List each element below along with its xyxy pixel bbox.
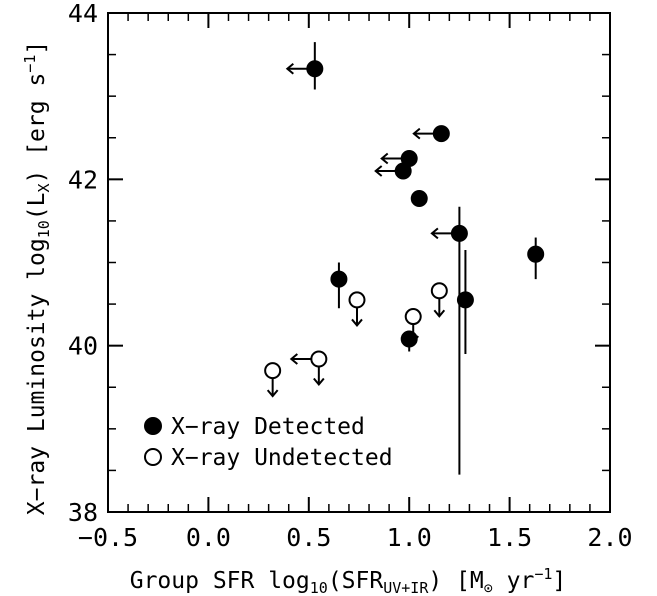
filled-marker — [330, 270, 348, 288]
detected-point — [410, 189, 428, 207]
y-tick-label: 38 — [68, 498, 98, 527]
open-marker — [430, 282, 448, 300]
open-marker — [264, 362, 282, 380]
y-axis-label: X−ray Luminosity log10(LX) [erg s−1] — [21, 41, 53, 515]
filled-marker — [394, 162, 412, 180]
upper-limit-arrow — [266, 389, 279, 398]
y-tick-label: 44 — [68, 0, 98, 28]
detected-point — [374, 162, 412, 180]
upper-limit-arrow — [407, 335, 419, 344]
legend-marker — [144, 448, 162, 466]
detected-point — [527, 237, 545, 280]
y-tick-label: 42 — [68, 165, 98, 194]
filled-marker — [400, 330, 418, 348]
upper-limit-arrow — [351, 318, 363, 327]
detected-point — [330, 262, 348, 309]
y-tick-label: 40 — [68, 332, 98, 361]
left-limit-arrow — [380, 152, 389, 165]
undetected-point — [264, 362, 282, 398]
legend-marker — [144, 417, 162, 435]
x-tick-label: 0.0 — [186, 523, 231, 552]
left-limit-arrow — [285, 62, 294, 75]
filled-marker — [456, 291, 474, 309]
detected-point — [456, 250, 474, 354]
filled-marker — [306, 60, 324, 78]
x-tick-label: 0.5 — [286, 523, 331, 552]
legend-entry-label: X−ray Undetected — [171, 445, 393, 471]
detected-point — [285, 42, 324, 90]
x-tick-label: −0.5 — [78, 523, 138, 552]
open-marker — [310, 350, 328, 368]
x-tick-label: 1.5 — [487, 523, 532, 552]
detected-point — [412, 125, 450, 143]
undetected-point — [404, 308, 422, 344]
undetected-point — [348, 291, 366, 327]
upper-limit-arrow — [313, 377, 325, 387]
left-limit-arrow — [430, 227, 439, 240]
left-limit-arrow — [374, 165, 383, 177]
legend: X−ray Detected X−ray Undetected — [144, 414, 393, 471]
undetected-point — [430, 282, 448, 318]
x-axis-label: Group SFR log10(SFRUV+IR) [M⊙ yr−1] — [130, 565, 567, 596]
left-limit-arrow — [412, 127, 421, 140]
filled-marker — [527, 245, 545, 263]
x-tick-label: 1.0 — [387, 523, 432, 552]
undetected-point — [289, 350, 328, 387]
upper-limit-arrow — [433, 309, 446, 318]
detected-point — [430, 206, 468, 475]
open-marker — [404, 308, 422, 326]
legend-entry-label: X−ray Detected — [171, 414, 365, 440]
left-limit-arrow — [289, 353, 298, 365]
filled-marker — [410, 189, 428, 207]
x-tick-label: 2.0 — [587, 523, 632, 552]
axis-ticks-group: −0.5 0.0 0.5 1.0 1.5 2.0 38 40 42 44 — [68, 0, 633, 552]
filled-marker — [432, 125, 450, 143]
open-marker — [348, 291, 366, 309]
filled-marker — [450, 224, 468, 242]
data-points-group — [264, 42, 545, 475]
